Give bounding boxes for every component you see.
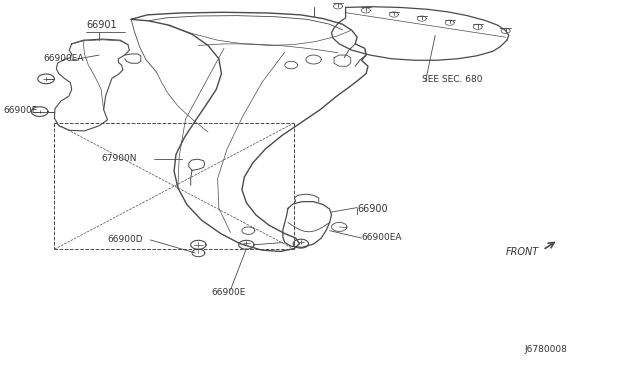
Text: 66900E: 66900E xyxy=(3,106,38,115)
Text: J6780008: J6780008 xyxy=(525,345,568,354)
Text: 67900N: 67900N xyxy=(101,154,136,163)
Text: 66900EA: 66900EA xyxy=(362,233,402,242)
Text: 66900E: 66900E xyxy=(211,288,246,296)
Text: 66900: 66900 xyxy=(357,204,388,214)
Text: FRONT: FRONT xyxy=(506,247,539,257)
Text: 66901: 66901 xyxy=(86,20,117,30)
Text: 66900EA: 66900EA xyxy=(44,54,84,63)
Text: 66900D: 66900D xyxy=(108,235,143,244)
Text: SEE SEC. 680: SEE SEC. 680 xyxy=(422,76,483,84)
